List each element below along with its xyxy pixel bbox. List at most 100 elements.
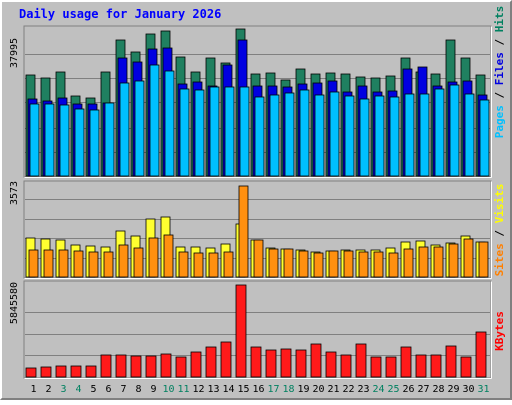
- kbytes-bar-kbytes-day-13: [205, 346, 217, 378]
- day-label-10: 10: [162, 384, 174, 395]
- kbytes-bar-kbytes-day-18: [280, 348, 292, 378]
- visits-bar-sites-day-8: [133, 247, 144, 278]
- day-label-21: 21: [327, 384, 339, 395]
- day-label-14: 14: [222, 384, 234, 395]
- visits-bar-sites-day-27: [418, 246, 429, 278]
- day-label-23: 23: [357, 384, 369, 395]
- visits-bar-sites-day-18: [283, 248, 294, 278]
- hits-bar-pages-day-29: [449, 84, 460, 177]
- kbytes-bar-kbytes-day-17: [265, 349, 277, 378]
- kbytes-bar-kbytes-day-10: [160, 353, 172, 378]
- visits-bar-sites-day-12: [193, 252, 204, 278]
- day-label-31: 31: [477, 384, 489, 395]
- kbytes-bar-kbytes-day-24: [370, 356, 382, 378]
- visits-bar-sites-day-10: [163, 234, 174, 278]
- panel-kbytes-frame: [23, 280, 492, 379]
- visits-bar-sites-day-3: [58, 249, 69, 278]
- visits-bar-sites-day-30: [463, 238, 474, 278]
- visits-panel-bars: [25, 185, 489, 278]
- hits-bar-pages-day-5: [89, 109, 100, 177]
- hits-bar-pages-day-19: [299, 89, 310, 177]
- hits-bar-pages-day-18: [284, 92, 295, 177]
- visits-max-label: 3573: [9, 181, 20, 205]
- hits-bar-pages-day-8: [134, 80, 145, 177]
- day-label-4: 4: [75, 384, 81, 395]
- visits-bar-sites-day-22: [343, 250, 354, 278]
- day-label-25: 25: [387, 384, 399, 395]
- visits-bar-sites-day-20: [313, 252, 324, 278]
- day-label-18: 18: [282, 384, 294, 395]
- kbytes-bar-kbytes-day-22: [340, 354, 352, 378]
- day-label-27: 27: [417, 384, 429, 395]
- visits-bar-sites-day-19: [298, 250, 309, 278]
- day-label-24: 24: [372, 384, 384, 395]
- day-label-20: 20: [312, 384, 324, 395]
- hits-bar-pages-day-23: [359, 98, 370, 177]
- kbytes-bar-kbytes-day-5: [85, 365, 97, 378]
- hits-legend-part: /: [493, 32, 506, 52]
- kbytes-max-label: 5845580: [9, 282, 20, 324]
- visits-bar-sites-day-17: [268, 248, 279, 278]
- day-label-28: 28: [432, 384, 444, 395]
- hits-max-label: 37995: [9, 38, 20, 68]
- visits-bar-sites-day-5: [88, 251, 99, 278]
- visits-legend-part: /: [493, 223, 506, 243]
- day-label-5: 5: [90, 384, 96, 395]
- day-label-2: 2: [45, 384, 51, 395]
- visits-bar-sites-day-23: [358, 251, 369, 278]
- day-label-8: 8: [135, 384, 141, 395]
- kbytes-bar-kbytes-day-8: [130, 355, 142, 378]
- outer-bevel-dark-2: [1, 1, 511, 399]
- visits-bar-sites-day-13: [208, 252, 219, 278]
- day-label-3: 3: [60, 384, 66, 395]
- kbytes-bar-kbytes-day-2: [40, 366, 52, 378]
- hits-bar-pages-day-26: [404, 93, 415, 177]
- kbytes-panel-bars: [25, 284, 487, 378]
- kbytes-bar-kbytes-day-16: [250, 346, 262, 378]
- day-labels: 1 2 3 4 5 6 7 8 9 10 11 12 13 14 15 16 17 18 19 20 21 22 23 24 2…: [30, 384, 489, 395]
- outer-bevel-light-2: [1, 1, 511, 399]
- hits-bar-pages-day-11: [179, 88, 190, 177]
- day-label-22: 22: [342, 384, 354, 395]
- day-label-7: 7: [120, 384, 126, 395]
- kbytes-bar-kbytes-day-31: [475, 331, 487, 378]
- hits-bar-pages-day-10: [164, 70, 175, 177]
- visits-bar-sites-day-6: [103, 251, 114, 278]
- visits-bar-sites-day-16: [253, 239, 264, 278]
- kbytes-bar-kbytes-day-25: [385, 356, 397, 378]
- hits-bar-pages-day-20: [314, 94, 325, 177]
- hits-bar-pages-day-24: [374, 95, 385, 177]
- visits-bar-sites-day-9: [148, 237, 159, 278]
- hits-bar-pages-day-4: [74, 108, 85, 177]
- hits-bar-pages-day-3: [59, 104, 70, 177]
- kbytes-bar-kbytes-day-12: [190, 351, 202, 378]
- kbytes-legend: KBytes: [493, 311, 506, 351]
- chart-title: Daily usage for January 2026: [19, 7, 221, 21]
- kbytes-bar-kbytes-day-4: [70, 365, 82, 378]
- kbytes-bar-kbytes-day-28: [430, 354, 442, 378]
- hits-bar-pages-day-28: [434, 88, 445, 177]
- day-label-12: 12: [192, 384, 204, 395]
- kbytes-legend-part: KBytes: [493, 311, 506, 351]
- hits-bar-pages-day-16: [254, 96, 265, 177]
- kbytes-bar-kbytes-day-21: [325, 351, 337, 378]
- hits-bar-pages-day-17: [269, 94, 280, 177]
- kbytes-bar-kbytes-day-30: [460, 356, 472, 378]
- kbytes-bar-kbytes-day-1: [25, 367, 37, 378]
- right-legends: Pages / Files / Hits Sites / Visits KBytes: [493, 6, 506, 351]
- kbytes-bar-kbytes-day-29: [445, 345, 457, 378]
- visits-bar-sites-day-1: [28, 249, 39, 278]
- hits-bar-pages-day-7: [119, 82, 130, 177]
- visits-bar-sites-day-2: [43, 249, 54, 278]
- hits-legend-part: /: [493, 85, 506, 105]
- hits-bar-pages-day-30: [464, 93, 475, 177]
- hits-legend-part: Pages: [493, 105, 506, 138]
- hits-bar-pages-day-27: [419, 93, 430, 177]
- day-label-6: 6: [105, 384, 111, 395]
- visits-bar-sites-day-28: [433, 246, 444, 278]
- visits-legend-part: Sites: [493, 243, 506, 276]
- day-label-17: 17: [267, 384, 279, 395]
- day-label-9: 9: [150, 384, 156, 395]
- hits-bar-pages-day-1: [29, 103, 40, 177]
- visits-bar-sites-day-7: [118, 244, 129, 278]
